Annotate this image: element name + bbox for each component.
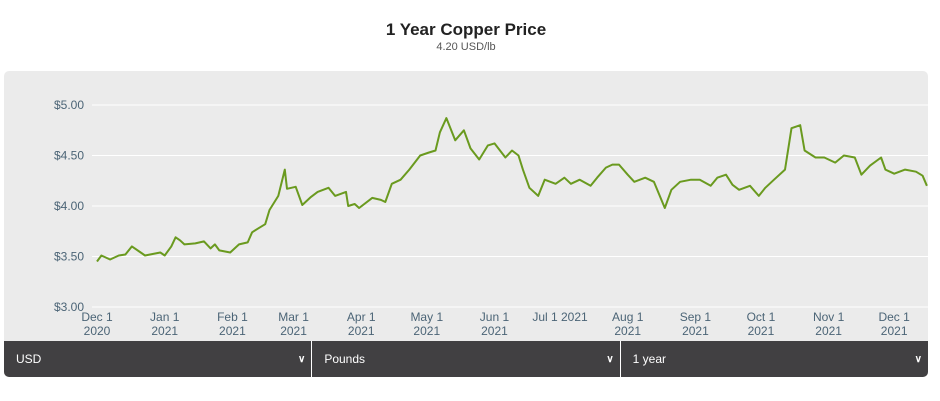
x-tick-label: 2021 [881, 324, 908, 338]
unit-select[interactable]: Pounds ∨ [312, 341, 621, 377]
chevron-down-icon: ∨ [298, 353, 306, 365]
y-tick-label: $5.00 [54, 98, 84, 112]
x-tick-label: 2021 [151, 324, 178, 338]
x-tick-label: 2021 [748, 324, 775, 338]
x-tick-label: 2021 [614, 324, 641, 338]
x-tick-label: Jan 1 [150, 310, 180, 324]
chevron-down-icon: ∨ [914, 353, 922, 365]
x-tick-label: 2020 [84, 324, 111, 338]
x-tick-label: Sep 1 [680, 310, 712, 324]
currency-select-value: USD [16, 352, 42, 366]
x-tick-label: 2021 [815, 324, 842, 338]
selector-bar: USD ∨ Pounds ∨ 1 year ∨ [4, 341, 928, 377]
x-tick-label: 2021 [280, 324, 307, 338]
x-tick-label: 2021 [481, 324, 508, 338]
currency-select[interactable]: USD ∨ [4, 341, 313, 377]
chart-title: 1 Year Copper Price [385, 20, 547, 39]
x-tick-label: Jun 1 [480, 310, 510, 324]
x-tick-label: Dec 1 [81, 310, 113, 324]
x-tick-label: Nov 1 [813, 310, 845, 324]
period-select[interactable]: 1 year ∨ [621, 341, 928, 377]
price-line [96, 117, 928, 263]
x-tick-label: Jul 1 2021 [532, 310, 588, 324]
x-tick-label: 2021 [219, 324, 246, 338]
y-tick-label: $3.50 [54, 250, 84, 264]
current-price: 4.20 USD/lb [436, 41, 496, 53]
period-select-value: 1 year [632, 352, 667, 366]
x-tick-label: 2021 [413, 324, 440, 338]
x-tick-label: Mar 1 [278, 310, 309, 324]
x-tick-label: Apr 1 [347, 310, 376, 324]
x-tick-label: Oct 1 [747, 310, 776, 324]
x-tick-label: Feb 1 [217, 310, 248, 324]
x-tick-label: May 1 [410, 310, 443, 324]
unit-select-value: Pounds [324, 352, 366, 366]
y-tick-label: $3.00 [54, 300, 84, 314]
x-tick-label: 2021 [682, 324, 709, 338]
x-tick-label: Dec 1 [878, 310, 910, 324]
x-tick-label: Aug 1 [612, 310, 644, 324]
y-tick-label: $4.00 [54, 199, 84, 213]
y-tick-label: $4.50 [54, 149, 84, 163]
chevron-down-icon: ∨ [606, 353, 614, 365]
x-tick-label: 2021 [348, 324, 375, 338]
